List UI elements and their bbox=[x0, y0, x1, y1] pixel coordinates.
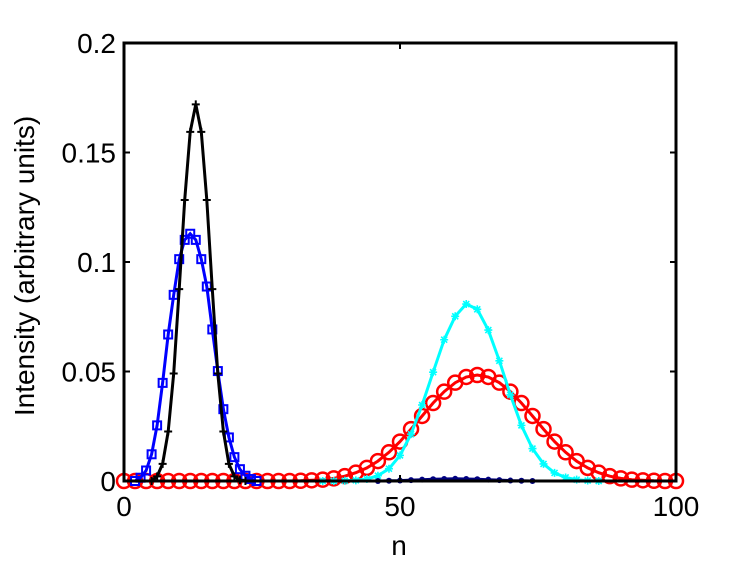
series-1-point bbox=[384, 464, 393, 473]
series-3-point bbox=[224, 459, 233, 468]
series-1-point bbox=[373, 471, 382, 480]
series-0-point bbox=[557, 444, 574, 461]
series-1-point bbox=[539, 459, 548, 468]
x-tick-label: 0 bbox=[116, 491, 132, 522]
x-tick-label: 50 bbox=[384, 491, 415, 522]
series-1-point bbox=[495, 356, 504, 365]
series-2-point bbox=[157, 377, 168, 388]
series-1-point bbox=[517, 421, 526, 430]
series-2 bbox=[130, 228, 262, 486]
series-3-point bbox=[169, 369, 178, 378]
series-0-point bbox=[369, 452, 387, 470]
series-1-point bbox=[418, 401, 427, 410]
series-0-point bbox=[469, 366, 486, 384]
series-1-point bbox=[429, 368, 438, 377]
series-0-point bbox=[457, 368, 475, 386]
series-3-line bbox=[150, 104, 246, 483]
series-1-point bbox=[440, 335, 449, 344]
series-0-point bbox=[601, 467, 619, 485]
series-2-point bbox=[245, 474, 256, 485]
series-2-point bbox=[163, 329, 174, 340]
series-2-point bbox=[146, 449, 157, 460]
axes: 0 50 100 0 0.05 0.1 0.15 0.2 bbox=[62, 28, 700, 522]
series-1-line bbox=[322, 302, 599, 483]
series-3-point bbox=[230, 472, 239, 481]
y-tick-label: 0.05 bbox=[62, 357, 117, 388]
series-3-point bbox=[158, 459, 167, 468]
series-2-point bbox=[229, 452, 240, 463]
series-1-point bbox=[473, 305, 482, 314]
series-1-point bbox=[451, 312, 460, 321]
series-0-point bbox=[325, 470, 343, 487]
series-0-point bbox=[546, 433, 563, 450]
series-1-point bbox=[484, 326, 493, 335]
series-2-point bbox=[152, 420, 163, 431]
series-1-point bbox=[362, 475, 371, 484]
series-3 bbox=[147, 100, 250, 485]
series-1-point bbox=[561, 473, 570, 482]
series-0 bbox=[115, 366, 685, 490]
series-1-point bbox=[396, 451, 404, 460]
series-3-point bbox=[164, 427, 173, 436]
series-3-point bbox=[197, 127, 206, 136]
series-1-point bbox=[407, 430, 416, 439]
series-3-point bbox=[202, 196, 211, 205]
series-0-point bbox=[524, 407, 541, 425]
series-2-point bbox=[234, 464, 245, 475]
series-1-point bbox=[462, 300, 471, 309]
series-3-point bbox=[186, 127, 195, 136]
series-2-point bbox=[196, 254, 207, 265]
series-2-point bbox=[174, 254, 185, 265]
series-3-point bbox=[213, 369, 222, 378]
series-3-point bbox=[153, 472, 162, 481]
y-tick-label: 0.1 bbox=[77, 247, 116, 278]
series-2-point bbox=[179, 234, 190, 245]
series-2-point bbox=[218, 404, 229, 415]
series-3-point bbox=[191, 100, 200, 109]
series-0-point bbox=[424, 394, 442, 412]
series-1-point bbox=[528, 444, 537, 453]
series-2-line bbox=[134, 231, 258, 483]
series-0-point bbox=[435, 383, 453, 400]
series-2-point bbox=[185, 228, 196, 239]
series-0-point bbox=[380, 444, 398, 461]
series-3-point bbox=[180, 196, 189, 205]
x-axis-title: n bbox=[391, 530, 407, 561]
series-3-point bbox=[175, 285, 184, 294]
series-2-point bbox=[190, 234, 201, 245]
series-0-point bbox=[612, 470, 630, 487]
axes-frame bbox=[122, 41, 678, 483]
series-2-point bbox=[141, 465, 152, 476]
series-3-point bbox=[219, 427, 228, 436]
y-tick-label: 0 bbox=[100, 466, 116, 497]
series-1-point bbox=[550, 468, 559, 477]
series-1-point bbox=[506, 390, 515, 399]
y-axis-title: Intensity (arbitrary units) bbox=[9, 116, 40, 416]
y-tick-label: 0.15 bbox=[62, 138, 117, 169]
series-3-point bbox=[208, 285, 217, 294]
x-tick-label: 100 bbox=[653, 491, 700, 522]
series-0-point bbox=[535, 420, 552, 438]
y-tick-label: 0.2 bbox=[77, 28, 116, 59]
plot-area bbox=[115, 100, 685, 490]
